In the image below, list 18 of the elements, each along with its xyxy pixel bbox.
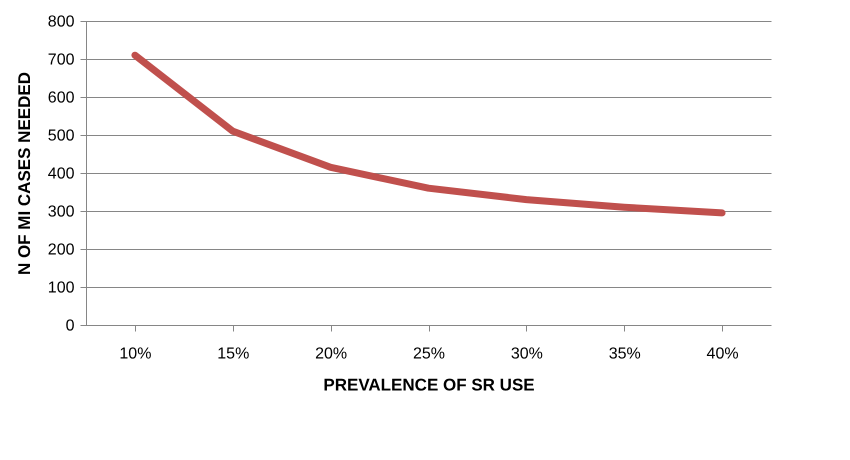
x-tick-label: 40% [706, 346, 739, 362]
y-tick-label: 200 [48, 242, 75, 258]
y-tick-label: 0 [66, 318, 75, 334]
x-tick-label: 15% [217, 346, 250, 362]
x-tick-label: 20% [315, 346, 348, 362]
y-axis-title: N OF MI CASES NEEDED [14, 72, 34, 276]
x-tick-label: 25% [412, 346, 446, 362]
y-tick-label: 400 [48, 166, 75, 182]
y-tick-label: 500 [48, 128, 75, 144]
y-tick-label: 300 [48, 204, 75, 220]
x-tick-label: 35% [608, 346, 641, 362]
x-axis-title: PREVALENCE OF SR USE [323, 376, 535, 394]
x-tick-label: 30% [510, 346, 543, 362]
y-tick-label: 700 [48, 52, 75, 68]
y-tick-label: 100 [48, 280, 75, 296]
x-tick-label: 10% [119, 346, 152, 362]
y-tick-label: 800 [48, 14, 75, 30]
y-tick-label: 600 [48, 90, 75, 106]
